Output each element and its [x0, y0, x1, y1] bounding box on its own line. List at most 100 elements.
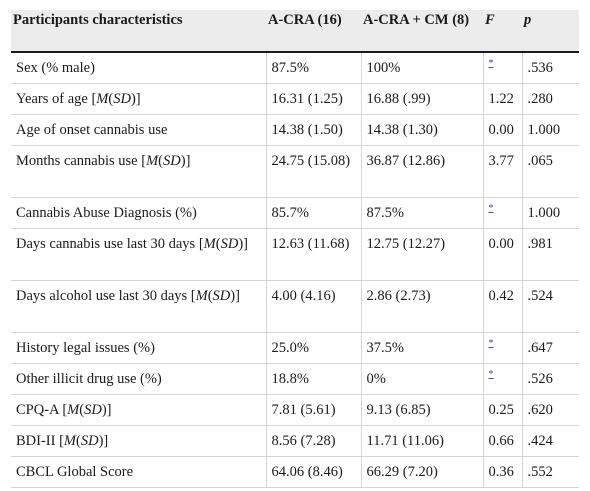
- f-footnote-cell: *: [483, 197, 523, 229]
- row-label: Days alcohol use last 30 days [M(SD)]: [11, 280, 267, 333]
- table-row: Cannabis Abuse Diagnosis (%) 85.7% 87.5% * 1…: [11, 197, 579, 229]
- label-part: Other illicit drug use (%): [16, 371, 162, 387]
- acra-value: 64.06 (8.46): [266, 456, 362, 488]
- row-label: CBCL Global Score: [11, 456, 267, 488]
- acra-cm-value: 36.87 (12.86): [361, 145, 484, 198]
- header-f: F: [483, 10, 522, 53]
- f-footnote-cell: *: [483, 363, 523, 395]
- acra-cm-value: 12.75 (12.27): [361, 228, 484, 281]
- acra-cm-value: 66.29 (7.20): [361, 456, 484, 488]
- label-part: CBCL Global Score: [16, 464, 134, 480]
- acra-cm-value: 37.5%: [361, 332, 484, 364]
- acra-cm-value: 100%: [361, 52, 484, 84]
- label-part: )]: [98, 433, 109, 449]
- table-row: History legal issues (%) 25.0% 37.5% * .647: [11, 332, 579, 364]
- acra-value: 85.7%: [266, 197, 362, 229]
- table-row: Other illicit drug use (%) 18.8% 0% * .526: [11, 363, 579, 395]
- p-value: .065: [522, 145, 579, 198]
- table-row: Days cannabis use last 30 days [M(SD)] 12…: [11, 228, 579, 281]
- p-value: .981: [522, 228, 579, 281]
- p-value: .620: [522, 394, 579, 426]
- f-value: 0.00: [483, 114, 523, 146]
- label-part: Days alcohol use last 30 days [: [16, 288, 196, 304]
- label-part: )]: [230, 288, 240, 304]
- label-part: )]: [101, 402, 112, 418]
- label-part: SD: [212, 288, 231, 304]
- acra-value: 12.63 (11.68): [266, 228, 362, 281]
- acra-cm-value: 2.86 (2.73): [361, 280, 484, 333]
- label-part: SD: [220, 236, 239, 252]
- p-value: 1.000: [522, 197, 579, 229]
- acra-value: 24.75 (15.08): [266, 145, 362, 198]
- f-footnote-cell: *: [483, 332, 523, 364]
- participants-table: Participants characteristics A-CRA (16) …: [11, 10, 579, 488]
- acra-value: 18.8%: [266, 363, 362, 395]
- row-label: Years of age [M(SD)]: [11, 83, 267, 115]
- label-part: Months cannabis use [: [16, 153, 147, 169]
- f-footnote-cell: *: [483, 52, 523, 84]
- acra-cm-value: 14.38 (1.30): [361, 114, 484, 146]
- footnote-link[interactable]: *: [488, 203, 494, 215]
- table-row: Age of onset cannabis use 14.38 (1.50) 14.…: [11, 114, 579, 146]
- label-part: Age of onset cannabis use: [16, 122, 168, 138]
- row-label: History legal issues (%): [11, 332, 267, 364]
- f-value: 0.42: [483, 280, 523, 333]
- header-characteristics: Participants characteristics: [11, 10, 266, 53]
- p-value: .280: [522, 83, 579, 115]
- row-label: CPQ-A [M(SD)]: [11, 394, 267, 426]
- table-header-row: Participants characteristics A-CRA (16) …: [11, 10, 579, 53]
- table-row: BDI-II [M(SD)] 8.56 (7.28) 11.71 (11.06) 0.…: [11, 425, 579, 457]
- acra-value: 14.38 (1.50): [266, 114, 362, 146]
- table-row: Months cannabis use [M(SD)] 24.75 (15.08)…: [11, 145, 579, 198]
- label-part: (: [79, 402, 85, 418]
- footnote-link[interactable]: *: [488, 338, 494, 350]
- row-label: Days cannabis use last 30 days [M(SD)]: [11, 228, 267, 281]
- label-part: Days cannabis use last 30 days [: [16, 236, 204, 252]
- acra-value: 16.31 (1.25): [266, 83, 362, 115]
- f-value: 3.77: [483, 145, 523, 198]
- acra-cm-value: 16.88 (.99): [361, 83, 484, 115]
- label-part: )]: [130, 91, 141, 107]
- p-value: .536: [522, 52, 579, 84]
- f-value: 0.25: [483, 394, 523, 426]
- acra-cm-value: 87.5%: [361, 197, 484, 229]
- label-part: M: [63, 433, 77, 449]
- table-row: Sex (% male) 87.5% 100% * .536: [11, 52, 579, 84]
- label-part: )]: [238, 236, 248, 252]
- label-part: M: [96, 91, 109, 107]
- header-acra-cm: A-CRA + CM (8): [361, 10, 483, 53]
- acra-cm-value: 9.13 (6.85): [361, 394, 484, 426]
- p-value: .647: [522, 332, 579, 364]
- acra-value: 87.5%: [266, 52, 362, 84]
- acra-value: 8.56 (7.28): [266, 425, 362, 457]
- label-part: M: [195, 288, 208, 304]
- header-acra: A-CRA (16): [266, 10, 361, 53]
- row-label: Sex (% male): [11, 52, 267, 84]
- row-label: Months cannabis use [M(SD)]: [11, 145, 267, 198]
- label-part: SD: [163, 153, 181, 169]
- footnote-link[interactable]: *: [488, 58, 494, 70]
- acra-value: 4.00 (4.16): [266, 280, 362, 333]
- acra-value: 7.81 (5.61): [266, 394, 362, 426]
- p-value: .524: [522, 280, 579, 333]
- acra-cm-value: 11.71 (11.06): [361, 425, 484, 457]
- label-part: BDI-II [: [16, 433, 64, 449]
- label-part: Sex (% male): [16, 60, 95, 76]
- f-value: 0.00: [483, 228, 523, 281]
- table-row: CBCL Global Score 64.06 (8.46) 66.29 (7.20…: [11, 456, 579, 488]
- p-value: .552: [522, 456, 579, 488]
- footnote-link[interactable]: *: [488, 369, 494, 381]
- label-part: M: [146, 153, 159, 169]
- label-part: (: [158, 153, 164, 169]
- label-part: M: [203, 236, 216, 252]
- p-value: .424: [522, 425, 579, 457]
- label-part: History legal issues (%): [16, 340, 155, 356]
- label-part: SD: [84, 402, 102, 418]
- f-value: 0.66: [483, 425, 523, 457]
- row-label: BDI-II [M(SD)]: [11, 425, 267, 457]
- row-label: Other illicit drug use (%): [11, 363, 267, 395]
- row-label: Cannabis Abuse Diagnosis (%): [11, 197, 267, 229]
- p-value: .526: [522, 363, 579, 395]
- label-part: (: [215, 236, 221, 252]
- p-value: 1.000: [522, 114, 579, 146]
